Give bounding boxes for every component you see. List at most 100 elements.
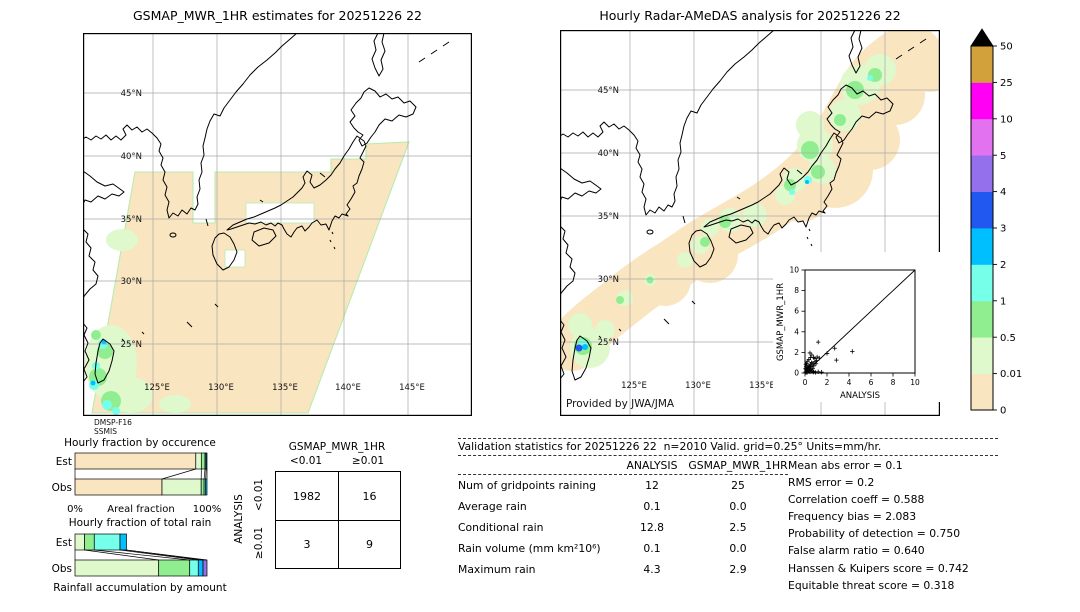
svg-text:40°N: 40°N [598,149,619,159]
svg-text:125°E: 125°E [144,383,170,393]
metrics-list: Mean abs error = 0.1 RMS error = 0.2 Cor… [788,456,996,596]
svg-text:6: 6 [794,307,799,316]
inset-ticks [801,269,916,377]
satellite-note: DMSP-F16 SSMIS [94,418,132,436]
right-map-title: Hourly Radar-AMeDAS analysis for 2025122… [599,8,901,23]
svg-text:125°E: 125°E [621,381,647,391]
svg-text:0.5: 0.5 [1000,333,1016,344]
svg-text:3: 3 [1000,224,1006,235]
est-label: Est [56,456,72,468]
svg-text:4: 4 [847,378,852,387]
svg-text:145°E: 145°E [399,383,425,393]
axis-100pct: 100% [192,504,222,515]
credit-text: Provided by JWA/JMA [566,398,675,410]
right-rain-intense [582,180,809,350]
right-map: 45°N 40°N 35°N 30°N 25°N 125°E 130°E 135… [560,30,940,416]
occurrence-chart: Est Obs [52,452,208,496]
svg-text:6: 6 [869,378,874,387]
scatter-points [803,339,855,375]
metric-line: Probability of detection = 0.750 [788,527,961,541]
stats-title: Validation statistics for 20251226 22 n=… [458,438,998,456]
svg-text:30°N: 30°N [598,275,619,285]
metric-line: Equitable threat score = 0.318 [788,578,955,592]
stats-row: Average rain 0.1 0.0 [458,500,747,513]
svg-text:25°N: 25°N [121,340,142,350]
svg-text:35°N: 35°N [121,215,142,225]
stats-col-gsmap: GSMAP_MWR_1HR [688,459,788,472]
svg-text:2: 2 [825,378,830,387]
svg-text:0: 0 [1000,406,1006,417]
svg-text:45°N: 45°N [598,86,619,96]
metric-line: Correlation coeff = 0.588 [788,493,925,507]
metric-line: Mean abs error = 0.1 [788,459,903,472]
stats-row: Rain volume (mm km²10⁶) 0.1 0.0 [458,542,747,555]
right-map-grid-labels: 45°N 40°N 35°N 30°N 25°N 125°E 130°E 135… [598,86,775,391]
validation-stats: Validation statistics for 20251226 22 n=… [458,438,998,596]
contingency-col-label-1: ≥0.01 [351,455,385,467]
metric-line: RMS error = 0.2 [788,476,875,490]
contingency-row-label-0: <0.01 [253,478,265,512]
obs-label: Obs [52,482,72,494]
svg-text:4: 4 [1000,187,1006,198]
left-map-grid-labels: 45°N 40°N 35°N 30°N 25°N 125°E 130°E 135… [121,89,425,393]
svg-text:10: 10 [789,266,799,275]
contingency-cell: 16 [338,472,400,520]
stats-col-analysis: ANALYSIS [626,459,678,472]
axis-title: Areal fraction [107,504,175,515]
one-to-one-line [804,269,916,374]
svg-text:4: 4 [794,327,799,336]
stats-row: Conditional rain 12.8 2.5 [458,521,747,534]
svg-text:8: 8 [891,378,896,387]
occurrence-axis: 0% Areal fraction 100% [50,504,230,517]
left-map: 45°N 40°N 35°N 30°N 25°N 125°E 130°E 135… [83,33,472,416]
contingency-col-group: GSMAP_MWR_1HR [288,441,386,453]
est-label: Est [56,537,72,549]
contingency-table: GSMAP_MWR_1HR <0.01 ≥0.01 ANALYSIS <0.01… [233,441,421,606]
obs-label: Obs [52,563,72,575]
svg-text:0.01: 0.01 [1000,369,1022,380]
totalrain-chart-title: Hourly fraction of total rain [68,517,212,529]
svg-text:130°E: 130°E [208,383,234,393]
svg-text:25: 25 [1000,78,1013,89]
svg-text:45°N: 45°N [121,89,142,99]
svg-text:130°E: 130°E [685,381,711,391]
inset-tick-labels: 0 2 4 6 8 10 0 2 4 6 8 10 [789,266,920,388]
svg-text:2: 2 [794,348,799,357]
colorbar: 0 0.01 0.5 1 2 3 4 5 10 25 50 [970,28,1022,417]
metric-line: Hanssen & Kuipers score = 0.742 [788,561,969,575]
svg-text:0: 0 [803,378,808,387]
svg-text:2: 2 [1000,260,1006,271]
left-map-title: GSMAP_MWR_1HR estimates for 20251226 22 [133,8,422,23]
stats-row: Num of gridpoints raining 12 25 [458,479,745,492]
svg-text:135°E: 135°E [749,381,775,391]
stats-table: ANALYSIS GSMAP_MWR_1HR Num of gridpoints… [458,456,788,596]
svg-text:25°N: 25°N [598,338,619,348]
contingency-cell: 9 [338,520,400,568]
svg-text:40°N: 40°N [121,152,142,162]
svg-text:8: 8 [794,286,799,295]
inset-ylabel: GSMAP_MWR_1HR [776,283,786,361]
metric-line: Frequency bias = 2.083 [788,510,917,524]
contingency-col-label-0: <0.01 [289,455,323,467]
contingency-cell: 3 [276,520,338,568]
inset-xlabel: ANALYSIS [840,391,880,401]
contingency-cell: 1982 [293,489,321,503]
svg-text:35°N: 35°N [598,212,619,222]
occurrence-chart-title: Hourly fraction by occurence [64,437,216,449]
svg-text:10: 10 [1000,114,1013,125]
contingency-row-group: ANALYSIS [233,494,245,544]
svg-text:1: 1 [1000,296,1006,307]
svg-text:5: 5 [1000,151,1006,162]
axis-0pct: 0% [67,504,83,515]
svg-text:0: 0 [794,369,799,378]
svg-text:50: 50 [1000,42,1013,53]
svg-text:135°E: 135°E [272,383,298,393]
fraction-charts: Hourly fraction by occurence Est Obs 0% … [50,437,230,594]
svg-text:140°E: 140°E [335,383,361,393]
totalrain-chart: Est Obs [52,533,208,577]
stats-row: Maximum rain 4.3 2.9 [458,563,747,576]
contingency-row-label-1: ≥0.01 [253,526,265,560]
totalrain-caption: Rainfall accumulation by amount [53,582,227,594]
scatter-inset: 0 2 4 6 8 10 0 2 4 6 8 10 ANALYSIS GSMAP… [773,252,941,402]
